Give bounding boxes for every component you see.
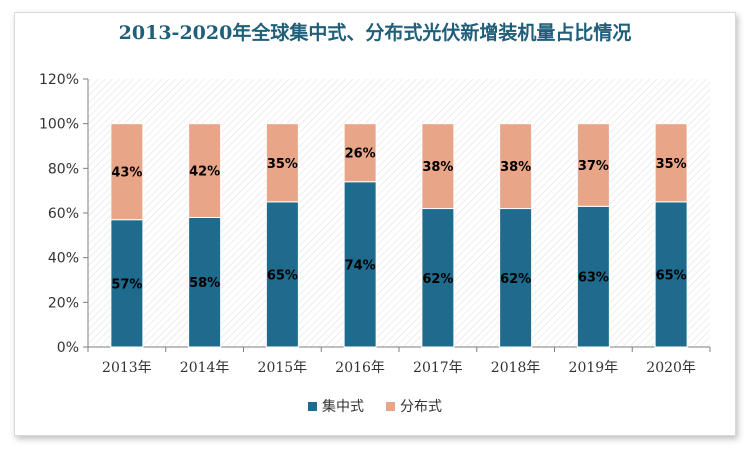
data-label-centralized: 63% <box>578 271 609 286</box>
x-tick-label: 2017年 <box>413 360 463 376</box>
legend-swatch-centralized <box>308 401 317 411</box>
x-tick-label: 2013年 <box>102 360 152 376</box>
bar-distributed <box>576 123 610 207</box>
bar-centralized <box>576 205 610 348</box>
data-label-distributed: 26% <box>345 147 376 162</box>
bar-distributed <box>421 123 455 210</box>
bar-centralized <box>654 201 688 348</box>
y-tick-label: 60% <box>48 206 79 222</box>
bar-centralized <box>421 208 455 348</box>
y-tick-label: 0% <box>57 340 79 356</box>
data-label-distributed: 42% <box>189 165 220 180</box>
bar-centralized <box>343 181 377 348</box>
data-label-distributed: 38% <box>422 160 453 175</box>
data-label-centralized: 65% <box>267 268 298 283</box>
data-label-centralized: 62% <box>500 272 531 287</box>
data-label-distributed: 43% <box>111 166 142 181</box>
bar-distributed <box>110 123 144 221</box>
data-label-centralized: 58% <box>189 276 220 291</box>
legend: 集中式 分布式 <box>0 396 750 416</box>
x-tick-label: 2014年 <box>180 360 230 376</box>
plot-area <box>88 79 710 347</box>
legend-label-centralized: 集中式 <box>322 399 364 415</box>
data-label-distributed: 38% <box>500 160 531 175</box>
y-tick-label: 80% <box>48 161 79 177</box>
bar-distributed <box>188 123 222 218</box>
legend-label-distributed: 分布式 <box>400 399 442 415</box>
legend-item-centralized: 集中式 <box>308 396 364 416</box>
y-tick-label: 100% <box>39 117 79 133</box>
data-label-centralized: 74% <box>345 258 376 273</box>
x-tick-label: 2015年 <box>258 360 308 376</box>
data-label-distributed: 37% <box>578 159 609 174</box>
x-tick-label: 2016年 <box>335 360 385 376</box>
bar-distributed <box>499 123 533 210</box>
bar-distributed <box>654 123 688 203</box>
x-tick-label: 2019年 <box>569 360 619 376</box>
chart-title: 2013-2020年全球集中式、分布式光伏新增装机量占比情况 <box>118 22 632 44</box>
y-tick-label: 40% <box>48 251 79 267</box>
x-tick-label: 2018年 <box>491 360 541 376</box>
y-tick-label: 120% <box>39 72 79 88</box>
data-label-centralized: 65% <box>656 268 687 283</box>
data-label-distributed: 35% <box>656 157 687 172</box>
legend-swatch-distributed <box>386 401 395 411</box>
bar-distributed <box>265 123 299 203</box>
data-label-centralized: 62% <box>422 272 453 287</box>
data-label-centralized: 57% <box>111 277 142 292</box>
legend-item-distributed: 分布式 <box>386 396 442 416</box>
y-tick-label: 20% <box>48 295 79 311</box>
bar-distributed <box>343 123 377 183</box>
data-label-distributed: 35% <box>267 157 298 172</box>
x-tick-label: 2020年 <box>646 360 696 376</box>
bar-centralized <box>110 219 144 348</box>
